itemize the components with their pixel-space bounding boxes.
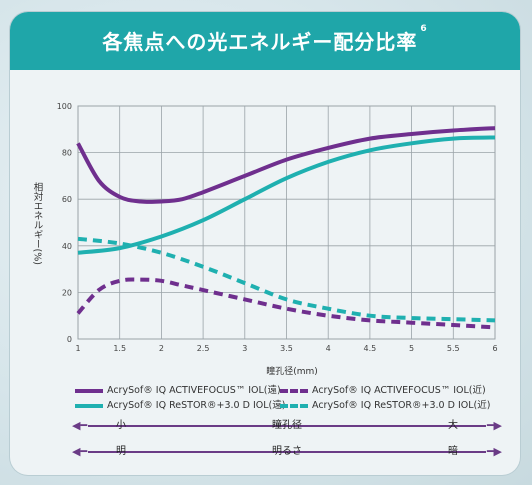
legend-swatch <box>280 403 308 408</box>
page-title: 各焦点への光エネルギー配分比率6 <box>10 24 520 55</box>
legend-swatch <box>75 388 103 393</box>
pupil-size-scale: ◀━ ━▶ 小 瞳孔径 大 <box>72 418 502 434</box>
legend-item: AcrySof® IQ ACTIVEFOCUS™ IOL(近) <box>280 382 486 396</box>
y-axis-label-container: 相対エネルギー(%) <box>30 182 44 268</box>
legend-item: AcrySof® IQ ReSTOR®+3.0 D IOL(遠) <box>75 397 285 411</box>
scale-left-label: 小 <box>116 420 126 431</box>
x-tick-label: 3 <box>242 344 247 353</box>
legend-swatch <box>75 403 103 408</box>
scale-middle-label: 瞳孔径 <box>272 420 302 431</box>
x-tick-label: 5 <box>409 344 414 353</box>
title-banner: 各焦点への光エネルギー配分比率6 <box>10 12 520 70</box>
line-chart: 1 1.5 2 2.5 3 3.5 4 4.5 5 5.5 6 0 20 40 60 80 100 瞳孔径(m… <box>57 102 498 377</box>
reference-number: 6 <box>420 24 428 34</box>
series-activefocus-far-line <box>76 126 496 204</box>
series-restor-near-line <box>77 236 496 323</box>
legend-item: AcrySof® IQ ReSTOR®+3.0 D IOL(近) <box>280 397 490 411</box>
y-tick-label: 20 <box>62 288 72 297</box>
legend-label: AcrySof® IQ ReSTOR®+3.0 D IOL(遠) <box>107 400 286 411</box>
series-restor-far-line <box>77 135 496 255</box>
y-axis-label: 相対エネルギー(%) <box>31 182 43 265</box>
x-tick-label: 2.5 <box>197 344 210 353</box>
legend-swatch <box>280 388 308 393</box>
scale-left-label: 明 <box>116 446 126 457</box>
scale-right-label: 大 <box>448 420 458 431</box>
arrow-left-icon: ◀━ <box>72 419 88 432</box>
brightness-scale: ◀━ ━▶ 明 明るさ 暗 <box>72 444 502 460</box>
legend-label: AcrySof® IQ ReSTOR®+3.0 D IOL(近) <box>312 400 491 411</box>
grid <box>77 105 496 340</box>
x-axis-label: 瞳孔径(mm) <box>266 365 318 377</box>
x-tick-label: 2 <box>159 344 164 353</box>
arrow-right-icon: ━▶ <box>486 445 502 458</box>
scale-middle-label: 明るさ <box>272 446 302 457</box>
y-tick-label: 40 <box>62 242 72 251</box>
y-tick-label: 0 <box>67 335 72 344</box>
x-tick-label: 3.5 <box>280 344 293 353</box>
y-axis-ticks: 0 20 40 60 80 100 <box>57 102 72 344</box>
scale-arrow-bar <box>88 425 486 427</box>
chart-panel: 各焦点への光エネルギー配分比率6 1 1.5 2 2.5 3 3.5 4 4.5 5 5.5 6 0… <box>10 12 520 475</box>
scale-arrow-bar <box>88 451 486 453</box>
title-text: 各焦点への光エネルギー配分比率 <box>102 30 418 54</box>
series-lines <box>76 126 496 330</box>
y-tick-label: 60 <box>62 195 72 204</box>
x-tick-label: 1.5 <box>113 344 126 353</box>
legend-label: AcrySof® IQ ACTIVEFOCUS™ IOL(遠) <box>107 385 281 396</box>
x-tick-label: 5.5 <box>447 344 460 353</box>
x-axis-ticks: 1 1.5 2 2.5 3 3.5 4 4.5 5 5.5 6 <box>75 344 497 353</box>
series-activefocus-near-line <box>76 277 496 330</box>
legend-item: AcrySof® IQ ACTIVEFOCUS™ IOL(遠) <box>75 382 281 396</box>
x-tick-label: 6 <box>492 344 497 353</box>
legend-label: AcrySof® IQ ACTIVEFOCUS™ IOL(近) <box>312 385 486 396</box>
y-tick-label: 100 <box>57 102 72 111</box>
x-tick-label: 4.5 <box>364 344 377 353</box>
x-tick-label: 1 <box>75 344 80 353</box>
y-tick-label: 80 <box>62 149 72 158</box>
arrow-right-icon: ━▶ <box>486 419 502 432</box>
x-tick-label: 4 <box>326 344 331 353</box>
scale-right-label: 暗 <box>448 446 458 457</box>
arrow-left-icon: ◀━ <box>72 445 88 458</box>
